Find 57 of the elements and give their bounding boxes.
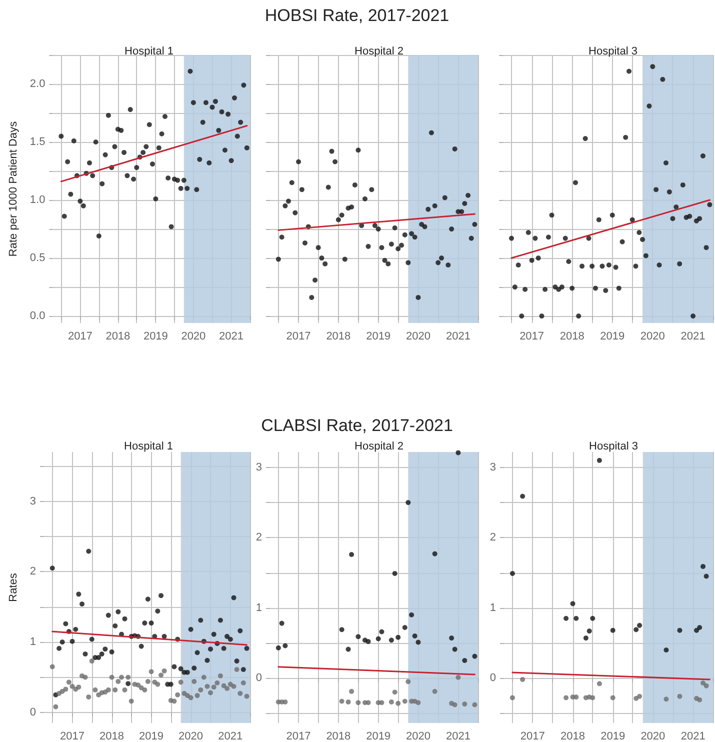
chart-subtitle: Hospital 1	[124, 46, 174, 58]
y-tick-label: 3	[30, 495, 36, 508]
x-tick-label: 2020	[178, 730, 204, 742]
y-tick-label: 0.5	[30, 252, 46, 264]
x-tick-label: 2019	[143, 330, 168, 342]
y-tick-label: 1	[256, 602, 262, 614]
y-tick-label: 2	[490, 532, 496, 544]
chart-subtitle: Hospital 3	[589, 440, 638, 452]
x-tick-label: 2017	[520, 730, 545, 742]
x-tick-label: 2020	[640, 730, 666, 742]
x-tick-label: 2018	[560, 730, 585, 742]
y-tick-label: 2	[256, 532, 262, 544]
x-tick-label: 2020	[406, 330, 430, 342]
y-tick-label: 0.0	[30, 310, 46, 322]
x-tick-label: 2020	[181, 330, 206, 342]
x-tick-label: 2020	[406, 730, 430, 742]
x-tick-label: 2018	[106, 330, 130, 342]
chart-subtitle: Hospital 3	[588, 46, 638, 58]
x-tick-label: 2021	[446, 730, 470, 742]
x-tick-label: 2021	[680, 330, 706, 342]
y-tick-label: 2.0	[30, 78, 46, 90]
y-tick-label: 1	[30, 636, 36, 648]
chart-subtitle: Hospital 1	[124, 440, 173, 452]
x-tick-label: 2017	[60, 730, 85, 742]
y-axis-title: Rates	[8, 572, 20, 602]
y-tick-label: 1	[490, 602, 496, 614]
x-tick-label: 2021	[446, 330, 470, 342]
chart-title: CLABSI Rate, 2017-2021	[260, 416, 454, 437]
x-tick-label: 2018	[326, 730, 351, 742]
y-tick-label: 0	[30, 706, 36, 718]
x-tick-label: 2021	[218, 730, 243, 742]
x-tick-label: 2018	[100, 730, 124, 742]
x-tick-label: 2019	[366, 730, 391, 742]
x-tick-label: 2021	[219, 330, 244, 342]
x-tick-label: 2017	[286, 730, 311, 742]
x-tick-label: 2019	[600, 330, 625, 342]
y-tick-label: 2	[30, 566, 36, 578]
y-axis-title: Rate per 1000 Patient Days	[8, 120, 20, 257]
y-tick-label: 0	[256, 672, 262, 684]
chart-title: HOBSI Rate, 2017-2021	[264, 6, 450, 27]
x-tick-label: 2019	[139, 730, 164, 742]
x-tick-label: 2017	[68, 330, 92, 342]
x-tick-label: 2018	[560, 330, 584, 342]
x-tick-label: 2021	[680, 730, 706, 742]
x-tick-label: 2020	[640, 330, 665, 342]
chart-subtitle: Hospital 2	[354, 46, 404, 58]
x-tick-label: 2019	[366, 330, 391, 342]
chart-subtitle: Hospital 2	[354, 440, 404, 452]
y-tick-label: 1.5	[30, 136, 46, 148]
x-tick-label: 2018	[326, 330, 351, 342]
x-tick-label: 2017	[520, 330, 544, 342]
y-tick-label: 1.0	[30, 194, 46, 206]
y-tick-label: 3	[256, 461, 262, 474]
x-tick-label: 2019	[600, 730, 626, 742]
y-tick-label: 0	[490, 672, 496, 684]
x-tick-label: 2017	[286, 330, 311, 342]
y-tick-label: 3	[490, 461, 496, 474]
